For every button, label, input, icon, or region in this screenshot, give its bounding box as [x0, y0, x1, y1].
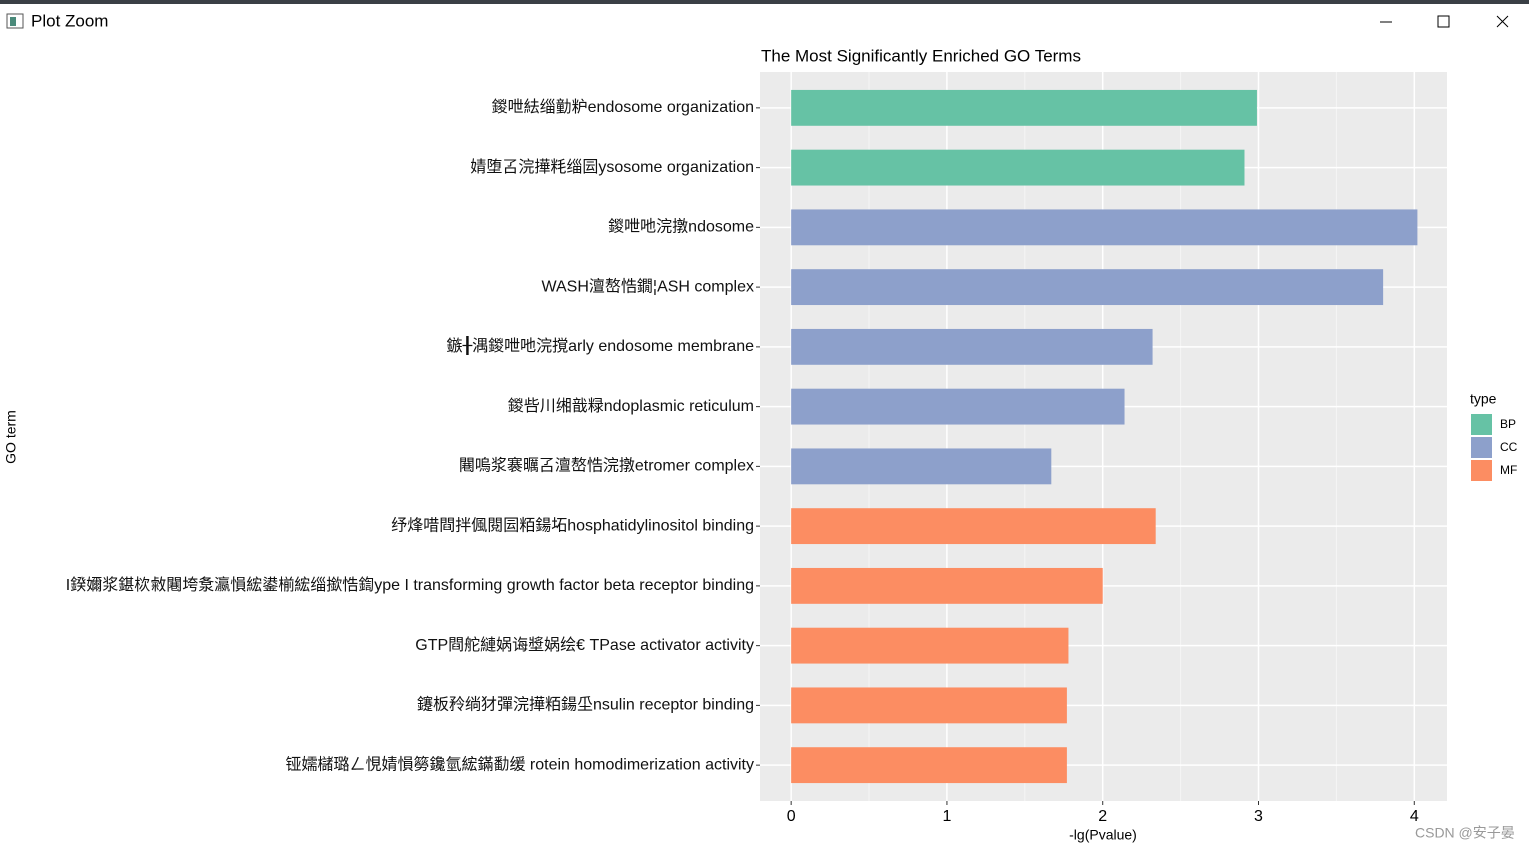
legend-key [1471, 437, 1492, 458]
x-tick-label: 0 [787, 808, 796, 825]
close-button[interactable] [1496, 15, 1509, 28]
bar [791, 508, 1156, 545]
y-tick-label: GTP閰舵縺娲诲墏娲绘€ TPase activator activity [415, 636, 754, 654]
y-tick-label: 鍐呰川缃戠粶ndoplasmic reticulum [508, 397, 754, 415]
bar [791, 687, 1067, 724]
legend-key [1471, 414, 1492, 435]
bar [791, 567, 1103, 604]
plot-panel [760, 72, 1447, 801]
x-tick-label: 4 [1410, 808, 1419, 825]
top-strip [0, 0, 1529, 4]
x-axis-title: -lg(Pvalue) [1069, 827, 1137, 843]
y-tick-label: 纾烽唶閰拌偑閱囩粨鍚坧hosphatidylinositol binding [391, 516, 754, 534]
app-icon-inner [10, 17, 16, 26]
bar [791, 328, 1153, 365]
bar [791, 209, 1418, 246]
y-tick-label: 婧堕叾浣撶粍缁囩ysosome organization [470, 158, 754, 176]
y-tick-label: 闀嗚浆褰曞叾澶嶅悎浣撴etromer complex [459, 456, 754, 475]
chart-title: The Most Significantly Enriched GO Terms [761, 46, 1081, 65]
legend-label: MF [1500, 463, 1517, 477]
maximize-button[interactable] [1437, 15, 1450, 28]
x-tick-label: 1 [942, 808, 951, 825]
y-tick-label: I鍨嬭浆鍖栨敹闀垮洜瀛愪綋鍙椾綋缁撳悎鍧ype I transforming g… [66, 575, 754, 594]
bar [791, 388, 1125, 425]
y-axis-title: GO term [3, 410, 19, 464]
y-tick-label: WASH澶嶅悎鐗¦ASH complex [542, 276, 755, 295]
bar [791, 448, 1052, 485]
bar [791, 149, 1245, 186]
watermark: CSDN @安子晏 [1415, 825, 1515, 841]
bar [791, 269, 1384, 306]
y-tick-label: 鏃╂湡鍐呭吔浣撹arly endosome membrane [446, 335, 754, 355]
y-tick-label: 鑳板矝绱犲彈浣撶粨鍚坕nsulin receptor binding [417, 695, 754, 714]
legend-label: BP [1500, 417, 1516, 431]
x-tick-label: 2 [1098, 808, 1107, 825]
y-tick-label: 鍐呭紶缁勭粐endosome organization [492, 98, 754, 116]
legend-label: CC [1500, 440, 1518, 454]
window-title: Plot Zoom [31, 11, 108, 30]
plot: 0 1 2 3 4 鍐呭紶缁勭粐endosome organization 婧堕叾浣撶粍缁囩… [66, 72, 1518, 825]
x-tick-label: 3 [1254, 808, 1263, 825]
bar [791, 627, 1069, 664]
bar [791, 89, 1257, 126]
bar [791, 747, 1067, 784]
y-tick-label: 鍐呭吔浣撴ndosome [608, 218, 754, 236]
legend-key [1471, 460, 1492, 481]
legend-title: type [1470, 391, 1497, 407]
y-tick-label: 铔嬬櫧璐ㄥ悓婧愪簩鑱氫綋鏋勫缓 rotein homodimerization … [285, 755, 754, 773]
